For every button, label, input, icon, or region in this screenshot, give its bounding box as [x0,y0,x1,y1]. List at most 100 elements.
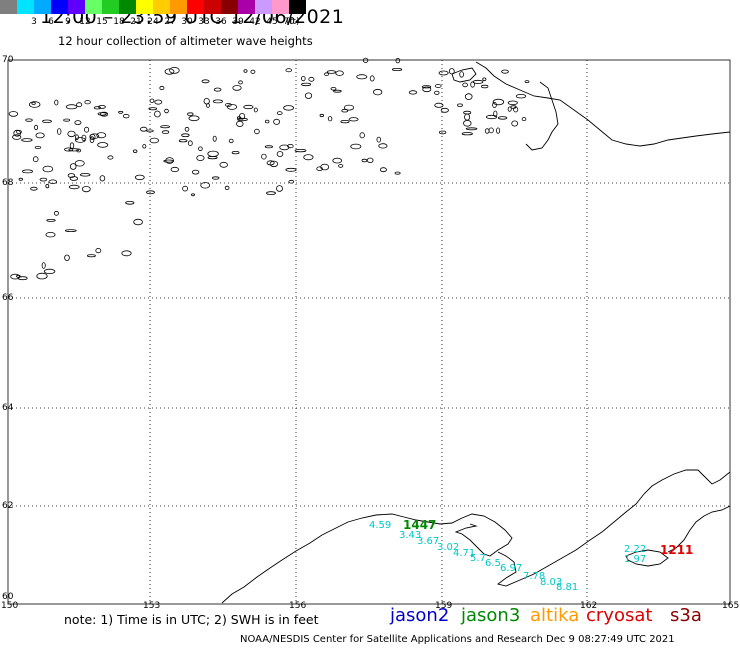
satellite-label: altika [530,605,580,626]
lake-outline [45,184,50,189]
lake-outline [507,106,512,112]
legend-tick-label: 3 [31,17,37,27]
lake-outline [335,70,344,76]
footer-note: note: 1) Time is in UTC; 2) SWH is in fe… [64,612,319,627]
lake-outline [178,139,188,143]
legend-tick-label: 36 [215,17,227,27]
lake-outline [265,119,270,124]
lake-outline [146,129,154,133]
lake-outline [74,160,85,167]
lake-outline [261,153,267,160]
lake-outline [146,190,155,195]
lake-outline [159,85,165,91]
lake-outline [67,173,76,178]
map-frame [7,59,731,605]
swh-observation: 8.03 [540,577,563,588]
lake-outline [125,201,135,205]
lake-outline [31,102,36,105]
lake-outline [43,268,56,274]
legend-tick-label: 30 [181,17,193,27]
lake-outline [213,87,222,92]
legend-swatch [255,0,272,14]
lake-outline [32,156,39,163]
lake-outline [170,166,179,173]
lake-outline [488,127,494,134]
lake-outline [448,68,455,75]
lake-outline [224,185,230,190]
lake-outline [163,159,174,163]
lake-outline [54,99,59,106]
lake-outline [30,186,38,191]
lake-outline [511,120,519,127]
swh-observation: 3.67 [417,536,440,547]
legend-tick-label: 18 [113,17,125,27]
lake-outline [421,85,432,89]
lake-outline [75,134,79,141]
lake-outline [134,174,145,181]
swh-observation: 1211 [660,543,694,557]
legend-tick-label: 6 [48,17,54,27]
lat-label: 64 [2,403,14,413]
lake-outline [461,132,473,136]
lake-outline [164,108,169,114]
lake-outline [149,98,155,103]
lake-outline [200,182,211,189]
lat-label: 68 [2,178,14,188]
satellite-label: cryosat [586,605,653,626]
swh-observation: 4.71 [453,548,476,559]
lake-outline [99,175,106,182]
lake-outline [132,149,138,153]
satellite-label: jason3 [461,605,521,626]
swh-observation: 3.43 [399,530,422,541]
lake-outline [356,74,368,80]
lake-outline [187,140,193,147]
lake-outline [485,114,498,120]
lake-outline [100,111,109,117]
lake-outline [464,93,473,100]
lake-outline [362,57,369,63]
lake-outline [142,144,147,149]
lake-outline [300,82,312,87]
lake-outline [507,100,518,105]
lake-outline [181,133,190,138]
lake-outline [513,106,519,113]
legend-swatch [136,0,153,14]
legend-swatch [85,0,102,14]
lake-outline [198,146,203,152]
lon-label: 165 [722,601,740,611]
lake-outline [48,179,58,184]
legend-swatch [187,0,204,14]
lake-outline [42,165,54,173]
lake-outline [18,177,23,181]
lake-outline [67,130,76,138]
legend-tick-label: 42 [249,17,261,27]
legend-swatch [51,0,68,14]
swh-observation: 1.97 [624,554,647,565]
coastline-north-bay [451,67,477,83]
lake-outline [84,100,91,105]
lake-outline [378,143,388,149]
coastline-bristol-bay [667,505,731,553]
lake-outline [69,176,79,181]
lake-outline [184,126,190,132]
lake-outline [343,104,355,111]
lake-outline [225,103,232,107]
coastline-north-inlet [525,81,559,151]
lake-outline [237,117,248,122]
lake-outline [187,112,194,116]
lat-label: 66 [2,293,14,303]
legend-tick-label: 39 [232,17,244,27]
legend-swatch [204,0,221,14]
lake-outline [53,210,59,216]
lake-outline [361,158,368,163]
lake-outline [25,118,33,122]
lake-outline [97,142,109,148]
swh-observation: 3.02 [437,542,460,553]
lake-outline [238,80,243,85]
lake-outline [236,120,244,128]
lake-outline [207,150,219,157]
lon-label: 153 [143,601,161,611]
lake-outline [493,110,498,117]
lake-outline [408,90,418,95]
lake-outline [207,156,218,160]
